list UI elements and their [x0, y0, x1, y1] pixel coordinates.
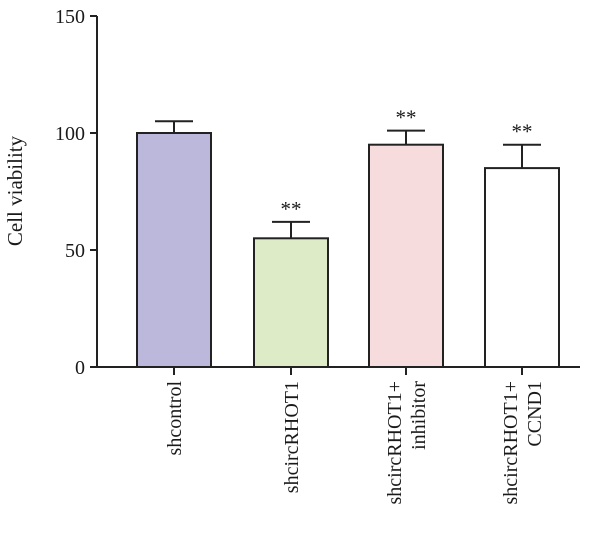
significance-marks: ** ** ** — [281, 106, 533, 221]
y-axis-title: Cell viability — [3, 135, 27, 246]
y-tick-label: 150 — [55, 6, 85, 28]
error-bars — [155, 120, 541, 239]
significance-label: ** — [512, 120, 533, 144]
x-tick-label: shcircRHOT1 — [281, 381, 303, 493]
x-tick-label: CCND1 — [524, 381, 546, 447]
y-tick-label: 100 — [55, 123, 85, 145]
y-tick-label: 50 — [65, 240, 85, 262]
bars — [136, 132, 560, 368]
bar — [136, 132, 212, 368]
x-tick-label: shcircRHOT1+ — [384, 381, 406, 504]
y-axis: 0 50 100 150 — [55, 6, 98, 379]
significance-label: ** — [281, 197, 302, 221]
y-tick-label: 0 — [75, 357, 85, 379]
bar — [484, 167, 560, 368]
bar — [368, 143, 444, 368]
x-tick-label: shcircRHOT1+ — [500, 381, 522, 504]
significance-label: ** — [396, 106, 417, 130]
bar — [253, 237, 329, 368]
x-axis: shcontrol shcircRHOT1 shcircRHOT1+ inhibito… — [97, 366, 580, 504]
x-tick-label: inhibitor — [408, 381, 430, 450]
x-tick-label: shcontrol — [164, 381, 186, 456]
